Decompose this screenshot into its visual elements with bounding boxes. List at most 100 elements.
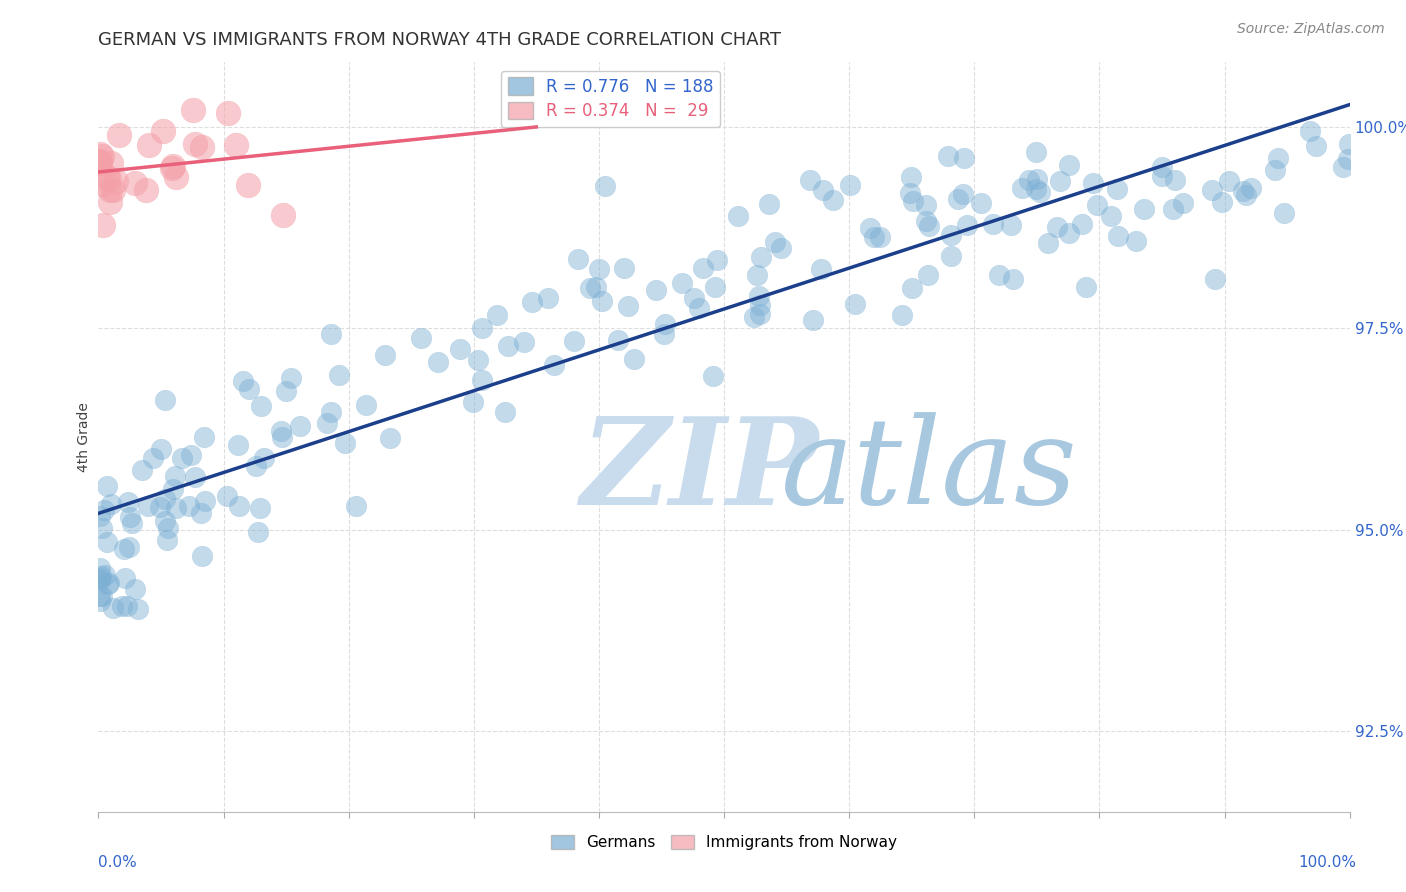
- Point: [939, 249, 962, 263]
- Point: [692, 260, 714, 275]
- Point: [1025, 181, 1047, 195]
- Point: [163, 468, 186, 483]
- Point: [184, 470, 207, 484]
- Point: [512, 335, 534, 350]
- Point: [1152, 160, 1174, 174]
- Point: [1083, 176, 1105, 190]
- Point: [936, 148, 959, 162]
- Point: [748, 307, 770, 321]
- Point: [1025, 171, 1047, 186]
- Point: [1107, 229, 1129, 244]
- Point: [89, 594, 111, 608]
- Point: [156, 521, 179, 535]
- Point: [645, 283, 668, 297]
- Point: [270, 424, 292, 438]
- Point: [988, 268, 1011, 282]
- Point: [1105, 182, 1128, 196]
- Point: [1099, 209, 1122, 223]
- Point: [749, 250, 772, 264]
- Point: [1337, 153, 1360, 167]
- Point: [97, 575, 120, 590]
- Point: [335, 435, 357, 450]
- Point: [727, 209, 749, 223]
- Point: [579, 281, 602, 295]
- Point: [748, 289, 770, 303]
- Point: [952, 151, 974, 165]
- Point: [1232, 184, 1254, 198]
- Point: [763, 235, 786, 249]
- Point: [162, 482, 184, 496]
- Point: [184, 136, 207, 151]
- Point: [585, 280, 607, 294]
- Point: [1029, 185, 1052, 199]
- Point: [117, 599, 139, 613]
- Point: [1018, 173, 1040, 187]
- Point: [900, 169, 922, 184]
- Point: [191, 140, 214, 154]
- Point: [567, 252, 589, 267]
- Point: [90, 521, 112, 535]
- Point: [799, 173, 821, 187]
- Point: [104, 173, 127, 187]
- Point: [758, 197, 780, 211]
- Point: [100, 155, 122, 169]
- Point: [112, 542, 135, 557]
- Point: [1057, 158, 1080, 172]
- Point: [1076, 280, 1098, 294]
- Point: [863, 230, 886, 244]
- Point: [588, 261, 610, 276]
- Point: [183, 103, 205, 118]
- Point: [238, 382, 260, 396]
- Point: [520, 294, 543, 309]
- Point: [354, 398, 377, 412]
- Point: [152, 124, 174, 138]
- Point: [91, 178, 114, 192]
- Point: [98, 194, 121, 209]
- Point: [271, 208, 294, 222]
- Point: [1164, 172, 1187, 186]
- Point: [97, 577, 120, 591]
- Point: [328, 368, 350, 382]
- Point: [811, 183, 834, 197]
- Point: [748, 298, 770, 312]
- Point: [165, 169, 187, 184]
- Point: [142, 450, 165, 465]
- Point: [1011, 180, 1033, 194]
- Point: [671, 276, 693, 290]
- Point: [970, 195, 993, 210]
- Point: [914, 198, 936, 212]
- Point: [869, 230, 891, 244]
- Point: [315, 417, 337, 431]
- Point: [901, 281, 924, 295]
- Point: [1070, 218, 1092, 232]
- Point: [155, 392, 177, 407]
- Point: [1085, 198, 1108, 212]
- Point: [427, 355, 450, 369]
- Point: [901, 194, 924, 208]
- Point: [654, 317, 676, 331]
- Point: [98, 182, 121, 196]
- Point: [91, 590, 114, 604]
- Point: [471, 321, 494, 335]
- Point: [890, 308, 912, 322]
- Point: [271, 430, 294, 444]
- Point: [194, 494, 217, 508]
- Point: [1267, 151, 1289, 165]
- Point: [89, 155, 111, 169]
- Point: [149, 500, 172, 514]
- Point: [914, 214, 936, 228]
- Point: [228, 499, 250, 513]
- Point: [1049, 174, 1071, 188]
- Point: [1001, 272, 1024, 286]
- Point: [124, 176, 146, 190]
- Point: [111, 599, 134, 614]
- Point: [409, 331, 432, 345]
- Point: [165, 500, 187, 515]
- Text: ZIP: ZIP: [581, 411, 818, 530]
- Point: [179, 499, 201, 513]
- Text: 0.0%: 0.0%: [98, 855, 138, 870]
- Point: [138, 138, 160, 153]
- Point: [249, 501, 271, 516]
- Point: [688, 301, 710, 316]
- Point: [97, 172, 120, 186]
